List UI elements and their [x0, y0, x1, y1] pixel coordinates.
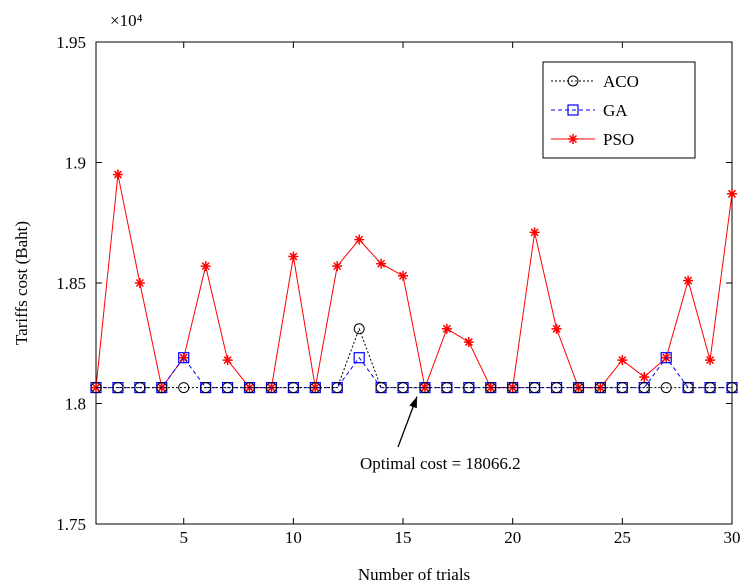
data-point-pso — [463, 337, 474, 348]
data-point-ga — [178, 352, 190, 364]
data-point-aco — [375, 382, 387, 394]
data-point-aco — [397, 382, 409, 394]
y-tick-label: 1.9 — [65, 154, 86, 173]
data-point-aco — [485, 382, 497, 394]
data-point-ga — [353, 352, 365, 364]
y-axis-label: Tariffs cost (Baht) — [12, 221, 31, 345]
data-point-aco — [463, 382, 475, 394]
data-point-aco — [594, 382, 606, 394]
y-tick-label: 1.8 — [65, 395, 86, 414]
data-point-aco — [265, 382, 277, 394]
axis-ticks: 5 10 15 20 25 30 1.75 1.8 1.85 1.9 1.95 — [56, 33, 740, 547]
series-layer — [90, 169, 738, 394]
legend-entry-pso: PSO — [551, 130, 634, 149]
data-point-pso — [354, 234, 365, 245]
data-point-pso — [529, 227, 540, 238]
data-point-aco — [353, 323, 365, 335]
data-point-pso — [222, 355, 233, 366]
data-point-aco — [507, 382, 519, 394]
x-tick-label: 15 — [395, 528, 412, 547]
legend-marker-pso — [568, 134, 578, 144]
data-point-pso — [332, 261, 343, 272]
data-point-pso — [639, 371, 650, 382]
x-tick-label: 10 — [285, 528, 302, 547]
y-tick-label: 1.95 — [56, 33, 86, 52]
annotation-layer: Optimal cost = 18066.2 — [360, 396, 521, 473]
data-point-aco — [551, 382, 563, 394]
legend: ACO GA PSO — [542, 61, 696, 159]
data-point-pso — [727, 188, 737, 199]
data-point-pso — [178, 352, 189, 363]
x-tick-label: 25 — [614, 528, 631, 547]
y-multiplier-label: ×10⁴ — [110, 11, 143, 30]
data-point-aco — [309, 382, 321, 394]
data-point-pso — [551, 323, 562, 334]
data-point-aco — [156, 382, 168, 394]
data-point-aco — [287, 382, 299, 394]
data-point-aco — [638, 382, 650, 394]
data-point-aco — [726, 382, 738, 394]
data-point-aco — [572, 382, 584, 394]
x-axis-label: Number of trials — [358, 565, 470, 584]
legend-label-pso: PSO — [603, 130, 634, 149]
data-point-aco — [134, 382, 146, 394]
y-tick-label: 1.85 — [56, 274, 86, 293]
data-point-pso — [112, 169, 123, 180]
series-line-aco — [96, 327, 732, 389]
legend-entry-aco: ACO — [551, 72, 639, 91]
data-point-aco — [704, 382, 716, 394]
data-point-aco — [419, 382, 431, 394]
data-point-aco — [682, 382, 694, 394]
data-point-ga — [660, 352, 672, 364]
data-point-pso — [705, 355, 716, 366]
data-point-pso — [376, 258, 387, 269]
annotation-optimal-cost: Optimal cost = 18066.2 — [360, 454, 521, 473]
data-point-pso — [617, 355, 628, 366]
annotation-arrow-head — [409, 396, 417, 409]
data-point-pso — [288, 251, 299, 262]
legend-label-ga: GA — [603, 101, 628, 120]
data-point-aco — [222, 382, 234, 394]
y-tick-label: 1.75 — [56, 515, 86, 534]
x-tick-label: 20 — [504, 528, 521, 547]
series-pso — [91, 169, 737, 393]
data-point-aco — [90, 382, 102, 394]
data-point-aco — [616, 382, 628, 394]
x-tick-label: 5 — [179, 528, 188, 547]
data-point-pso — [398, 270, 409, 281]
legend-label-aco: ACO — [603, 72, 639, 91]
legend-entry-ga: GA — [551, 101, 628, 120]
series-aco — [90, 323, 738, 394]
data-point-pso — [200, 261, 211, 272]
data-point-aco — [441, 382, 453, 394]
data-point-pso — [441, 323, 452, 334]
data-point-aco — [200, 382, 212, 394]
data-point-aco — [244, 382, 256, 394]
data-point-aco — [112, 382, 124, 394]
data-point-aco — [178, 382, 190, 394]
x-tick-label: 30 — [724, 528, 741, 547]
data-point-aco — [331, 382, 343, 394]
legend-marker-aco — [567, 75, 579, 87]
data-point-pso — [683, 275, 694, 286]
data-point-aco — [660, 382, 672, 394]
legend-marker-ga — [567, 104, 579, 116]
data-point-pso — [134, 278, 145, 288]
data-point-aco — [529, 382, 541, 394]
